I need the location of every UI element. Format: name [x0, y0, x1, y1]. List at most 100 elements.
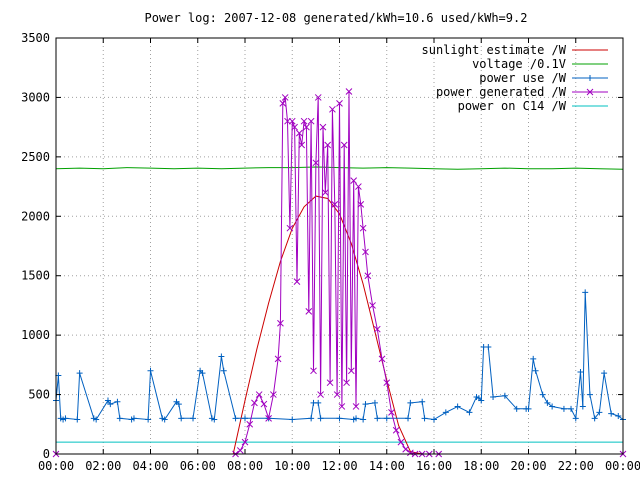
data-point: [286, 224, 294, 232]
x-tick-label: 10:00: [274, 459, 310, 473]
data-point: [333, 391, 341, 398]
y-tick-label: 2500: [21, 150, 50, 164]
data-point: [582, 289, 589, 296]
data-point: [577, 368, 584, 375]
series-3: [52, 88, 627, 458]
data-point: [329, 105, 336, 113]
data-point: [289, 416, 296, 423]
data-point: [397, 438, 405, 446]
data-point: [343, 379, 350, 387]
data-point: [513, 405, 520, 412]
series-2: [53, 289, 626, 423]
data-point: [274, 355, 282, 363]
data-point: [392, 426, 400, 434]
x-tick-label: 18:00: [463, 459, 499, 473]
data-point: [383, 415, 390, 422]
data-point: [260, 400, 268, 408]
data-point: [178, 415, 185, 422]
data-point: [220, 367, 227, 374]
data-point: [236, 447, 244, 454]
data-point: [104, 397, 111, 404]
series-line: [55, 166, 624, 170]
chart-title: Power log: 2007-12-08 generated/kWh=10.6…: [145, 11, 528, 25]
data-point: [405, 415, 412, 422]
data-point: [284, 117, 291, 125]
series-line: [232, 195, 423, 455]
data-point: [145, 416, 152, 423]
legend-marker: [586, 88, 594, 96]
data-point: [307, 117, 315, 125]
data-point: [596, 409, 603, 416]
data-point: [298, 141, 306, 149]
data-point: [317, 391, 324, 398]
data-point: [530, 355, 537, 362]
data-point: [347, 367, 355, 375]
data-point: [331, 201, 339, 208]
data-point: [324, 141, 332, 149]
data-point: [107, 401, 114, 408]
data-point: [388, 409, 395, 416]
x-tick-label: 00:00: [38, 459, 74, 473]
data-point: [116, 415, 123, 422]
data-point: [336, 415, 343, 422]
data-point: [373, 325, 381, 333]
data-point: [421, 415, 428, 422]
data-point: [364, 272, 372, 280]
data-point: [319, 123, 327, 131]
data-point: [211, 416, 218, 423]
y-tick-label: 500: [28, 388, 50, 402]
data-point: [303, 123, 310, 131]
data-point: [466, 409, 473, 416]
data-point: [232, 415, 239, 422]
data-point: [315, 399, 322, 406]
data-point: [218, 353, 225, 360]
data-point: [62, 415, 69, 422]
legend-label: sunlight estimate /W: [422, 43, 567, 57]
data-point: [76, 370, 83, 377]
y-tick-label: 0: [43, 447, 50, 461]
data-point: [74, 416, 81, 423]
data-point: [321, 189, 329, 196]
data-point: [407, 399, 414, 406]
x-tick-label: 16:00: [416, 459, 452, 473]
x-tick-label: 12:00: [321, 459, 357, 473]
data-point: [281, 94, 289, 101]
data-point: [568, 405, 575, 412]
data-point: [378, 355, 386, 363]
data-point: [586, 391, 593, 398]
series-1: [55, 166, 624, 170]
x-tick-label: 06:00: [180, 459, 216, 473]
data-point: [615, 412, 622, 419]
y-tick-label: 1000: [21, 328, 50, 342]
data-point: [199, 370, 206, 377]
data-point: [560, 405, 567, 412]
legend-label: voltage /0.1V: [472, 57, 566, 71]
data-point: [608, 410, 615, 417]
data-point: [539, 391, 546, 398]
axis-ticks: 0 500 1000 1500 2000 2500 3000 3500 00:00 02:00 04…: [21, 31, 640, 473]
data-point: [317, 415, 324, 422]
x-tick-label: 14:00: [369, 459, 405, 473]
data-point: [478, 397, 485, 404]
data-point: [242, 415, 248, 422]
data-point: [369, 302, 376, 309]
legend-label: power use /W: [479, 71, 566, 85]
legend-label: power on C14 /W: [458, 99, 567, 113]
data-point: [352, 403, 360, 410]
legend-marker: [587, 75, 593, 81]
x-tick-label: 08:00: [227, 459, 263, 473]
data-point: [338, 403, 346, 410]
data-point: [532, 367, 539, 374]
x-tick-label: 20:00: [510, 459, 546, 473]
data-point: [279, 100, 287, 107]
data-point: [300, 117, 308, 125]
data-point: [431, 416, 437, 423]
data-point: [175, 401, 182, 408]
data-point: [251, 399, 258, 407]
y-tick-label: 3500: [21, 31, 50, 45]
data-point: [374, 415, 381, 422]
data-point: [190, 415, 197, 422]
data-point: [362, 401, 369, 408]
